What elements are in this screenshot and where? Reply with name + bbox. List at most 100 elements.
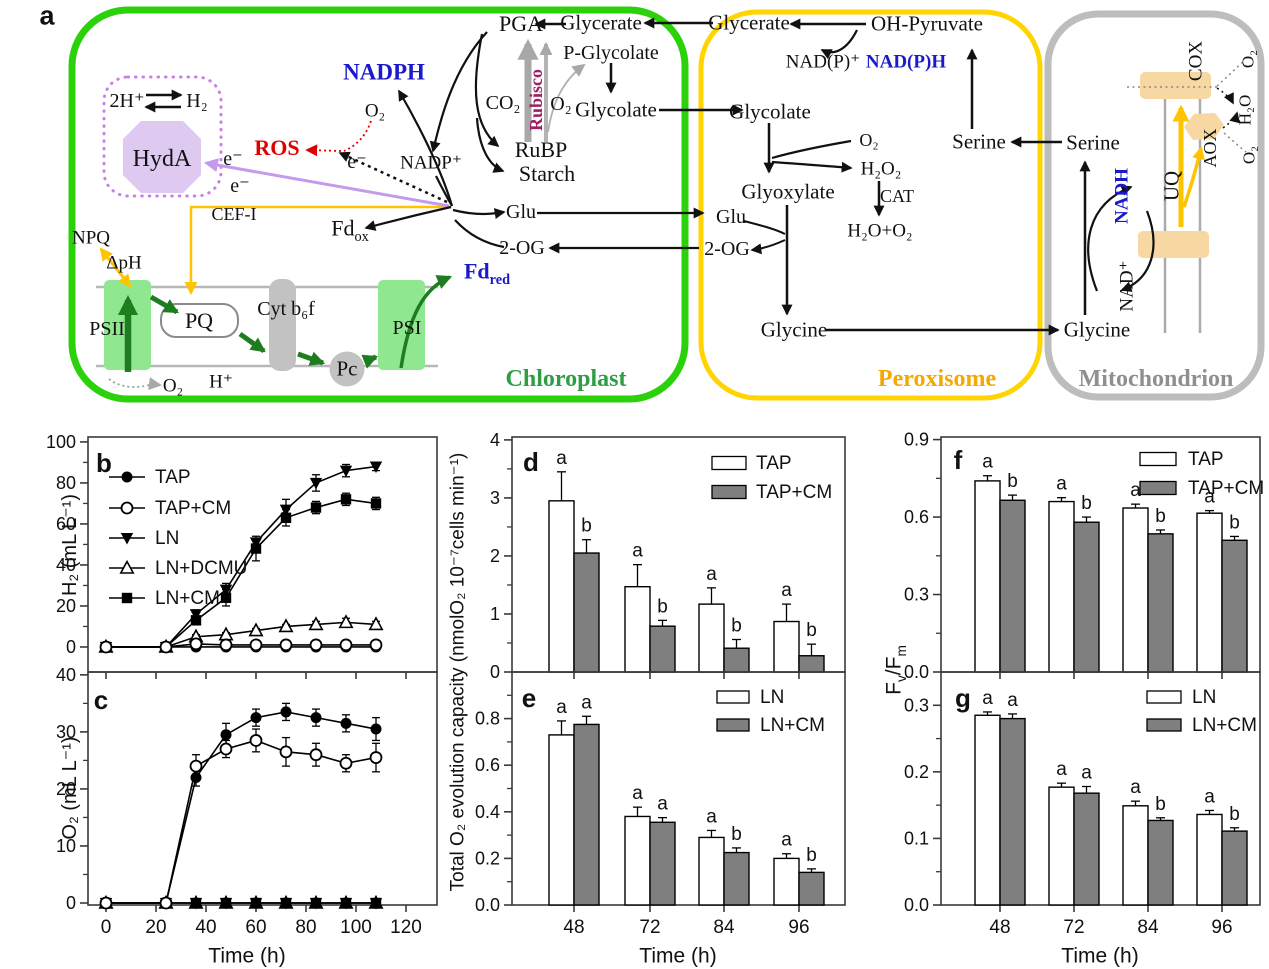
- svg-text:40: 40: [56, 665, 76, 685]
- label-o2-psii: O₂: [162, 375, 184, 397]
- ylabel-c: O₂ (mL L⁻¹): [59, 736, 81, 840]
- panel-b-axes: [87, 436, 438, 673]
- label-glycine-per: Glycine: [760, 317, 828, 342]
- svg-text:LN: LN: [155, 528, 179, 549]
- label-serine-mit: Serine: [1066, 130, 1120, 155]
- svg-text:0.3: 0.3: [904, 695, 929, 715]
- bar: [1221, 539, 1248, 673]
- panel-b-letter: b: [96, 448, 112, 478]
- mitochondrion-internals: [1079, 61, 1247, 333]
- panel-g-axes: [940, 671, 1261, 906]
- svg-text:0.9: 0.9: [904, 430, 929, 450]
- bar: [773, 620, 800, 673]
- label-dph: ΔpH: [106, 252, 142, 274]
- xlabel-g: Time (h): [1061, 944, 1139, 968]
- cox-complex-box: [1140, 72, 1211, 99]
- label-h2o-mit: H₂O: [1235, 94, 1255, 126]
- label-peroxisome: Peroxisome: [877, 366, 997, 392]
- label-nadp-per: NAD(P)⁺: [785, 51, 861, 73]
- cox-to-h2o-dotted-arrow: [1216, 87, 1234, 105]
- series-ln-cm: [100, 897, 382, 909]
- ferredoxin-hub-curves: [364, 31, 506, 249]
- bar: [649, 625, 676, 673]
- svg-text:b: b: [731, 616, 742, 637]
- h2o2-produce-arrow: [771, 160, 853, 173]
- bar: [1196, 512, 1223, 673]
- svg-text:48: 48: [563, 917, 584, 938]
- uq-to-aox-arrow: [1182, 146, 1205, 208]
- pathway-diagram: [68, 6, 1265, 403]
- electron-to-o2-dotted-arrow: [338, 151, 448, 204]
- label-glu-chl: Glu: [506, 201, 536, 223]
- bar: [974, 714, 1001, 906]
- panel-c-letter: c: [93, 685, 109, 715]
- bar: [698, 603, 725, 673]
- label-cat: CAT: [879, 186, 915, 206]
- photosynthetic-complexes: [104, 279, 425, 387]
- svg-text:40: 40: [195, 917, 216, 938]
- svg-text:b: b: [1155, 506, 1166, 527]
- peroxisome-outline: [698, 9, 1043, 401]
- bar: [798, 655, 825, 673]
- label-nadph-per: NAD(P)H: [865, 51, 947, 73]
- o2-evolution-dotted: [108, 378, 153, 388]
- svg-text:a: a: [1130, 480, 1141, 501]
- label-glycolate-per: Glycolate: [729, 99, 811, 124]
- svg-text:TAP: TAP: [155, 467, 191, 488]
- bar: [573, 552, 600, 673]
- bar: [1048, 786, 1075, 906]
- bar: [1073, 792, 1100, 906]
- bar: [548, 500, 575, 673]
- label-starch: Starch: [518, 161, 576, 186]
- label-pc: Pc: [336, 356, 358, 381]
- bar: [624, 586, 651, 673]
- bar: [798, 871, 825, 906]
- svg-text:0.2: 0.2: [475, 848, 500, 868]
- glu-transamination-curve: [743, 220, 786, 235]
- label-fdred: Fdred: [463, 258, 511, 289]
- svg-text:96: 96: [788, 917, 809, 938]
- label-aox: AOX: [1200, 128, 1220, 168]
- label-nadp-plus: NADP⁺: [400, 152, 462, 174]
- svg-text:a: a: [581, 692, 592, 713]
- svg-text:a: a: [1130, 777, 1141, 798]
- svg-text:b: b: [731, 824, 742, 845]
- bar: [1073, 521, 1100, 673]
- svg-text:a: a: [556, 448, 567, 469]
- rubisco-arrows: [517, 38, 586, 142]
- svg-text:40: 40: [56, 555, 76, 575]
- svg-text:a: a: [706, 564, 717, 585]
- series-tap-cm: [99, 637, 383, 654]
- svg-text:20: 20: [56, 596, 76, 616]
- label-chloroplast: Chloroplast: [505, 366, 627, 392]
- psii-to-pq-arrow: [149, 294, 179, 315]
- pga-to-nadp-arrow: [429, 31, 488, 153]
- chart-c: 0 10 20 30 40 0 20 40 60 80 100 120: [56, 665, 438, 938]
- svg-text:a: a: [632, 541, 643, 562]
- label-nadh-mit: NADH: [1111, 168, 1133, 224]
- svg-text:b: b: [657, 596, 668, 617]
- hub-to-nadph-arrow: [398, 89, 454, 207]
- label-npq: NPQ: [71, 227, 111, 249]
- ylabel-b: H₂ (mL L⁻¹): [59, 493, 81, 597]
- ros-formation-arrow: [305, 144, 342, 157]
- branch-to-starch-arrow: [475, 117, 505, 173]
- label-glycine-mit: Glycine: [1063, 317, 1131, 342]
- charts-canvas: 020406080100TAPTAP+CMLNLN+DCMULN+CM01020…: [46, 430, 1264, 938]
- svg-text:0.0: 0.0: [475, 895, 500, 915]
- nadp-to-hub-curve: [435, 175, 453, 207]
- legend-g: LN LN+CM: [1146, 687, 1257, 736]
- svg-text:0: 0: [66, 893, 76, 913]
- complex-i-box: [1138, 231, 1209, 258]
- label-cef-i: CEF-I: [211, 204, 257, 224]
- series-tap: a a a a: [974, 452, 1223, 673]
- legend-b: TAP TAP+CM LN LN+DCMU LN+CM: [109, 467, 247, 609]
- svg-text:a: a: [632, 783, 643, 804]
- svg-text:a: a: [982, 688, 993, 709]
- xlabel-e: Time (h): [639, 944, 717, 968]
- svg-text:TAP+CM: TAP+CM: [756, 482, 832, 503]
- bar: [723, 851, 750, 906]
- chloroplast-outline: [68, 6, 689, 403]
